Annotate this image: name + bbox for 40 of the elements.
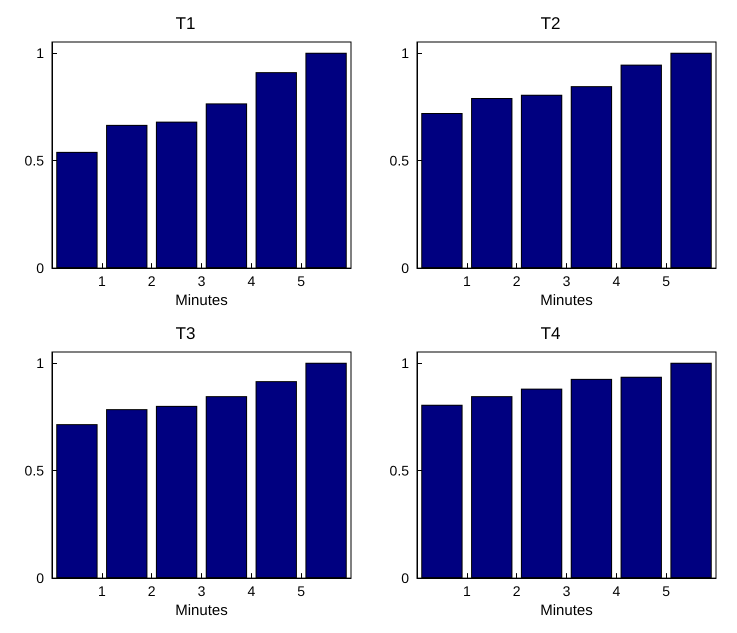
- chart-title: T2: [540, 14, 560, 33]
- x-tick-label: 4: [247, 273, 256, 290]
- x-tick-label: 2: [148, 273, 156, 290]
- x-tick-label: 3: [562, 273, 571, 290]
- x-tick-label: 5: [662, 273, 670, 290]
- x-tick-label: 1: [98, 273, 106, 290]
- y-tick-label: 1: [401, 354, 410, 371]
- x-tick-label: 2: [512, 583, 521, 600]
- x-axis-title: Minutes: [175, 602, 228, 619]
- x-tick-label: 2: [148, 583, 156, 600]
- y-tick-label: 0.5: [390, 462, 410, 478]
- x-axis-title: Minutes: [175, 292, 228, 309]
- y-tick-label: 0: [401, 260, 410, 276]
- x-axis-title: Minutes: [540, 602, 593, 619]
- x-tick-label: 1: [98, 583, 106, 600]
- x-tick-label: 4: [612, 273, 620, 290]
- x-tick-label: 5: [297, 273, 306, 290]
- x-tick-label: 3: [562, 583, 571, 600]
- x-tick-label: 3: [198, 273, 206, 290]
- x-tick-label: 1: [462, 273, 471, 290]
- y-tick-label: 0: [36, 260, 44, 276]
- x-tick-label: 1: [462, 583, 471, 600]
- x-axis-title: Minutes: [540, 292, 593, 309]
- chart-title: T4: [540, 324, 560, 343]
- chart-title: T1: [176, 14, 196, 33]
- y-tick-label: 1: [36, 44, 44, 61]
- y-tick-label: 1: [401, 44, 410, 61]
- y-tick-label: 0.5: [390, 152, 410, 168]
- x-tick-label: 2: [512, 273, 521, 290]
- x-tick-label: 5: [297, 583, 306, 600]
- y-tick-label: 0.5: [24, 152, 44, 168]
- x-tick-label: 4: [612, 583, 620, 600]
- chart-title: T3: [176, 324, 196, 343]
- x-tick-label: 3: [198, 583, 206, 600]
- y-tick-label: 0.5: [24, 462, 44, 478]
- y-tick-label: 0: [401, 570, 410, 586]
- y-tick-label: 1: [36, 354, 44, 371]
- y-tick-label: 0: [36, 570, 44, 586]
- x-tick-label: 5: [662, 583, 670, 600]
- x-tick-label: 4: [247, 583, 256, 600]
